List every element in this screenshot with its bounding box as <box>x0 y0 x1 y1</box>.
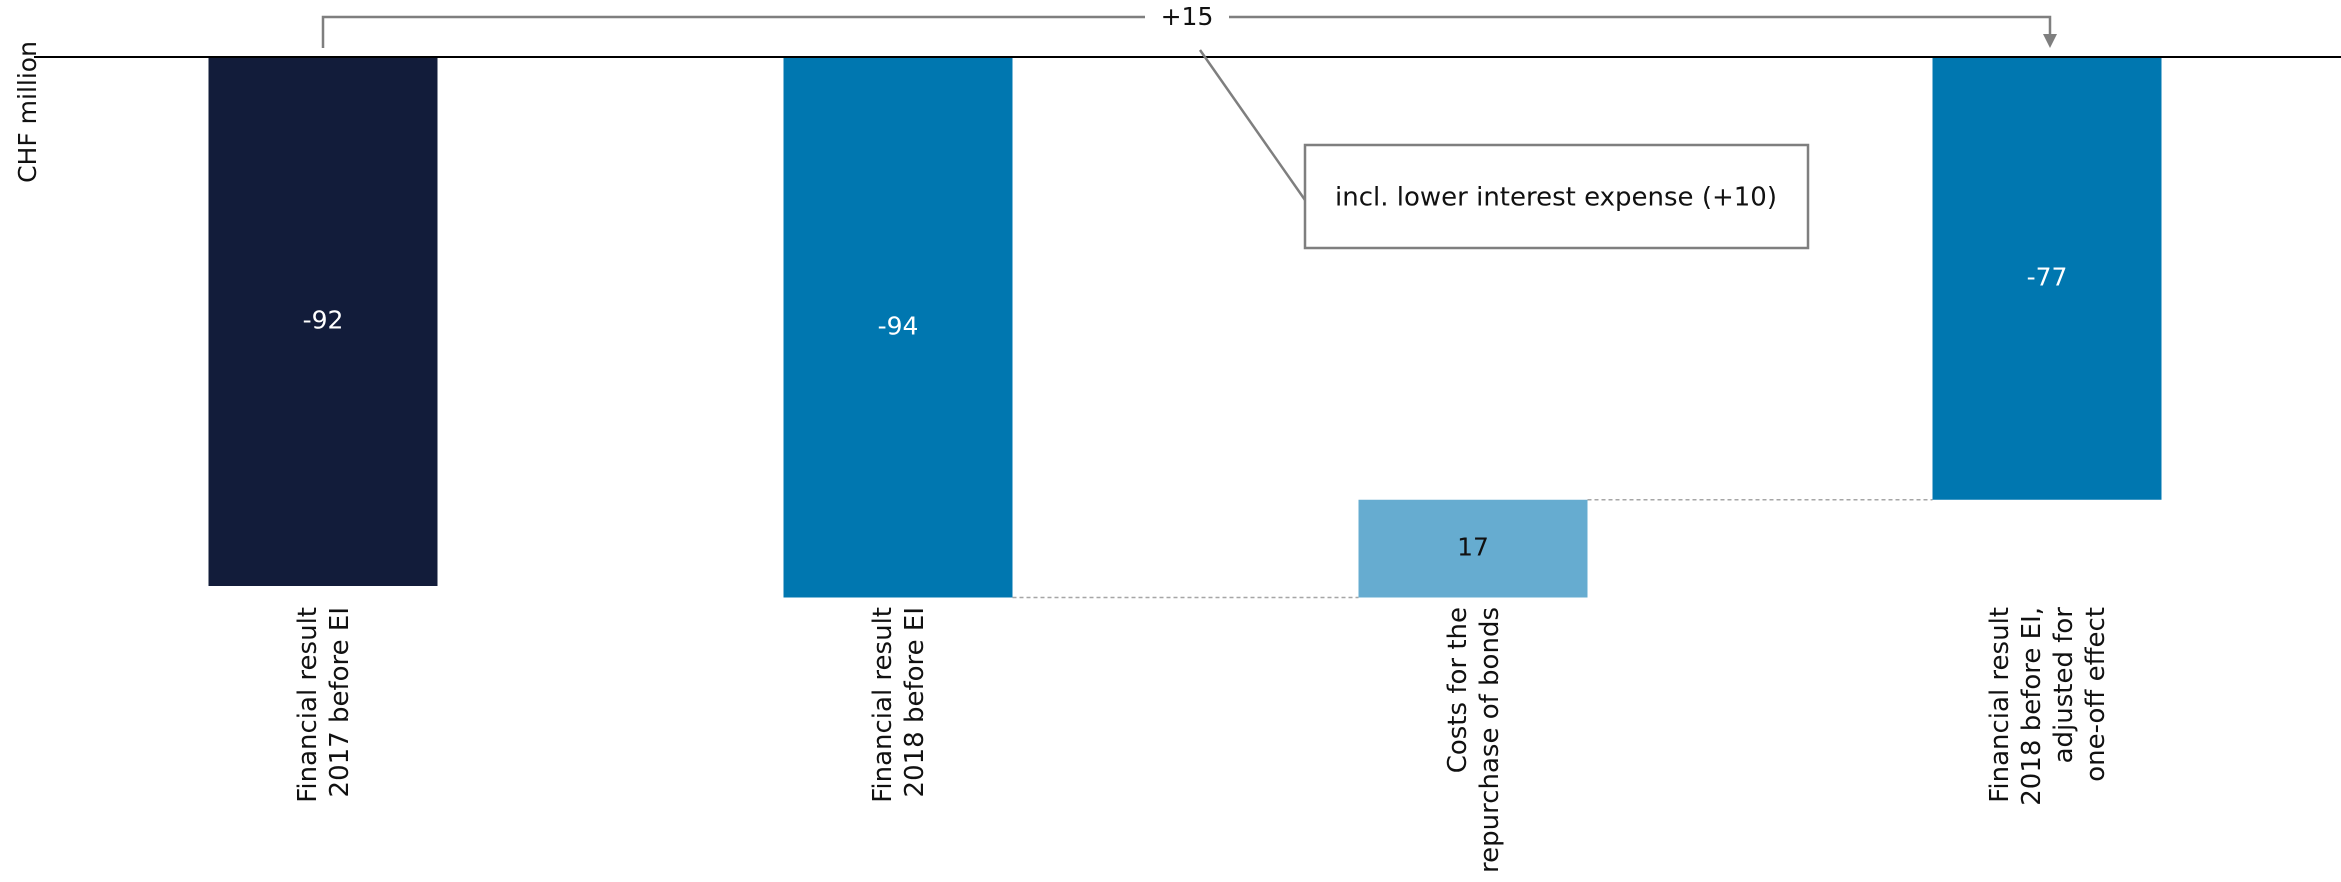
bars: -92 -94 17 -77 <box>208 57 2162 598</box>
data-label: -94 <box>878 311 919 340</box>
category-labels: Financial result2017 before EI Financial … <box>293 607 2111 873</box>
bar <box>783 57 1013 598</box>
category-label-line: Financial result <box>293 607 323 803</box>
bridge-arrow: +15 <box>321 2 2057 48</box>
category-label-line: 2017 before EI <box>325 607 355 797</box>
category-label-line: 2018 before EI, <box>2017 607 2047 806</box>
bridge-label-bg <box>1145 2 1229 32</box>
category-label-line: Financial result <box>868 607 898 803</box>
bridge-label: +15 <box>1161 2 1214 31</box>
connector-lines <box>1012 499 1933 599</box>
category-label-line: Costs for the <box>1443 607 1473 773</box>
category-label-line: adjusted for <box>2049 607 2079 764</box>
callout-leader-line <box>1198 49 1307 201</box>
bar <box>1358 499 1588 598</box>
arrow-head <box>2043 34 2057 48</box>
data-label: -92 <box>303 306 344 335</box>
callout-text: incl. lower interest expense (+10) <box>1335 183 1777 213</box>
category-label: Financial result2018 before EI,adjusted … <box>1985 607 2111 806</box>
category-label-line: repurchase of bonds <box>1475 607 1505 873</box>
category-label-line: Financial result <box>1985 607 2015 803</box>
data-label: 17 <box>1457 533 1489 562</box>
category-label: Financial result2017 before EI <box>293 607 355 803</box>
annotation-callout: incl. lower interest expense (+10) <box>1198 49 1810 250</box>
y-axis-label: CHF million <box>13 41 42 183</box>
category-label: Financial result2018 before EI <box>868 607 930 803</box>
callout-box <box>1303 143 1810 250</box>
bar <box>1932 57 2162 500</box>
category-label-line: 2018 before EI <box>900 607 930 797</box>
data-label: -77 <box>2027 262 2068 291</box>
bar <box>208 57 438 586</box>
category-label-line: one-off effect <box>2081 607 2111 782</box>
category-label: Costs for therepurchase of bonds <box>1443 607 1505 873</box>
